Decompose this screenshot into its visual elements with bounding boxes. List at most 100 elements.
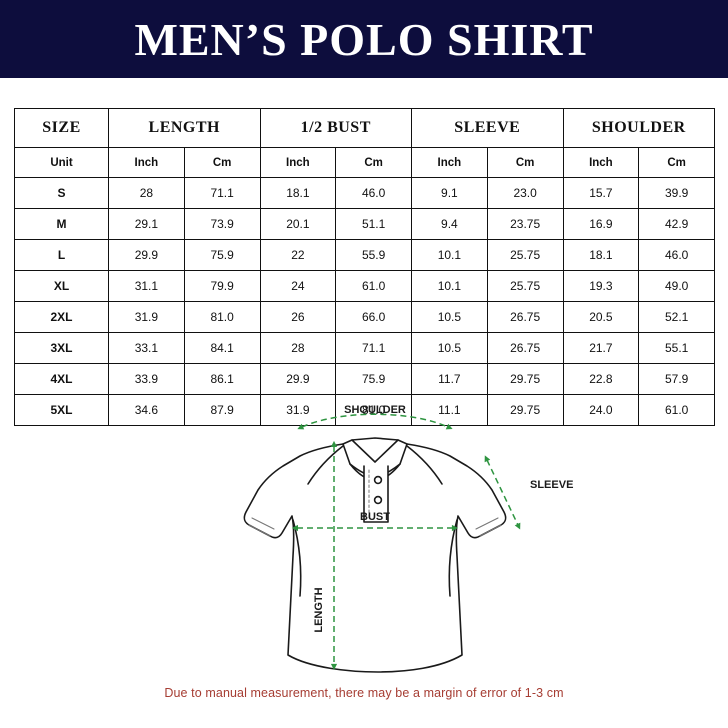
shoulder-measure-arrow [297, 413, 453, 430]
cell-shoulder-cm: 42.9 [638, 208, 716, 240]
unit-length-inch: Inch [108, 147, 185, 178]
cell-size: XL [14, 270, 109, 302]
left-shoulder-seam [307, 445, 344, 485]
column-header-length: LENGTH [108, 108, 261, 148]
cell-sleeve-inch: 10.1 [411, 270, 488, 302]
cell-bust-cm: 81.0 [335, 394, 412, 426]
cell-size: 3XL [14, 332, 109, 364]
cell-bust-cm: 66.0 [335, 301, 412, 333]
cell-size: 4XL [14, 363, 109, 395]
unit-bust-inch: Inch [259, 147, 337, 178]
cell-bust-inch: 20.1 [259, 208, 337, 240]
sleeve-label: SLEEVE [530, 479, 573, 491]
cell-bust-cm: 55.9 [335, 239, 412, 271]
cell-length-cm: 86.1 [183, 363, 261, 395]
cell-bust-cm: 46.0 [335, 177, 412, 209]
table-group-header-row: SIZE LENGTH 1/2 BUST SLEEVE SHOULDER [14, 108, 716, 148]
table-row: M 29.1 73.9 20.1 51.1 9.4 23.75 16.9 42.… [14, 208, 716, 240]
cell-size: L [14, 239, 109, 271]
cell-bust-inch: 28 [259, 332, 337, 364]
unit-length-cm: Cm [183, 147, 261, 178]
table-row: 3XL 33.1 84.1 28 71.1 10.5 26.75 21.7 55… [14, 332, 716, 364]
polo-shirt-measurement-diagram: SHOULDER SLEEVE BUST LENGTH [0, 400, 728, 685]
size-chart-table: SIZE LENGTH 1/2 BUST SLEEVE SHOULDER Uni… [14, 108, 716, 426]
table-row: L 29.9 75.9 22 55.9 10.1 25.75 18.1 46.0 [14, 239, 716, 271]
cell-length-cm: 73.9 [183, 208, 261, 240]
table-row: XL 31.1 79.9 24 61.0 10.1 25.75 19.3 49.… [14, 270, 716, 302]
collar-fold [351, 439, 399, 463]
column-header-half-bust: 1/2 BUST [259, 108, 412, 148]
cell-shoulder-cm: 46.0 [638, 239, 716, 271]
cell-sleeve-inch: 11.7 [411, 363, 488, 395]
cell-length-inch: 29.9 [108, 239, 185, 271]
unit-bust-cm: Cm [335, 147, 412, 178]
bust-label: BUST [360, 511, 390, 523]
cell-sleeve-inch: 10.1 [411, 239, 488, 271]
cell-shoulder-inch: 16.9 [562, 208, 640, 240]
cell-shoulder-cm: 49.0 [638, 270, 716, 302]
cell-sleeve-cm: 29.75 [486, 394, 564, 426]
cell-bust-cm: 61.0 [335, 270, 412, 302]
cell-bust-inch: 24 [259, 270, 337, 302]
cell-sleeve-cm: 23.0 [486, 177, 564, 209]
column-header-sleeve: SLEEVE [411, 108, 564, 148]
cell-sleeve-inch: 9.1 [411, 177, 488, 209]
cell-length-inch: 29.1 [108, 208, 185, 240]
cell-shoulder-cm: 57.9 [638, 363, 716, 395]
measurement-disclaimer: Due to manual measurement, there may be … [164, 686, 564, 700]
cell-sleeve-cm: 26.75 [486, 332, 564, 364]
unit-sleeve-cm: Cm [486, 147, 564, 178]
column-header-size: SIZE [14, 108, 109, 148]
cell-shoulder-inch: 21.7 [562, 332, 640, 364]
shoulder-label: SHOULDER [344, 404, 406, 416]
size-chart-table-wrapper: SIZE LENGTH 1/2 BUST SLEEVE SHOULDER Uni… [14, 108, 716, 426]
cell-sleeve-cm: 26.75 [486, 301, 564, 333]
unit-shoulder-cm: Cm [638, 147, 716, 178]
cell-bust-cm: 51.1 [335, 208, 412, 240]
table-row: 4XL 33.9 86.1 29.9 75.9 11.7 29.75 22.8 … [14, 363, 716, 395]
placket-button-bottom [373, 495, 383, 505]
cell-length-cm: 75.9 [183, 239, 261, 271]
cell-size: M [14, 208, 109, 240]
cell-shoulder-inch: 20.5 [562, 301, 640, 333]
cell-bust-inch: 26 [259, 301, 337, 333]
page-header-banner: MEN’S POLO SHIRT [0, 0, 728, 78]
sleeve-measure-arrow [484, 455, 521, 530]
cell-length-inch: 31.1 [108, 270, 185, 302]
cell-shoulder-cm: 61.0 [638, 394, 716, 426]
table-unit-row: Unit Inch Cm Inch Cm Inch Cm Inch Cm [14, 147, 716, 178]
cell-length-inch: 33.9 [108, 363, 185, 395]
cell-length-cm: 71.1 [183, 177, 261, 209]
cell-shoulder-inch: 24.0 [562, 394, 640, 426]
cell-bust-inch: 29.9 [259, 363, 337, 395]
cell-sleeve-cm: 29.75 [486, 363, 564, 395]
cell-sleeve-inch: 9.4 [411, 208, 488, 240]
cell-shoulder-cm: 52.1 [638, 301, 716, 333]
cell-sleeve-cm: 25.75 [486, 239, 564, 271]
cell-size: 5XL [14, 394, 109, 426]
cell-bust-inch: 18.1 [259, 177, 337, 209]
cell-length-cm: 84.1 [183, 332, 261, 364]
cell-sleeve-inch: 11.1 [411, 394, 488, 426]
cell-length-cm: 81.0 [183, 301, 261, 333]
cell-shoulder-inch: 18.1 [562, 239, 640, 271]
length-label: LENGTH [313, 587, 325, 632]
cell-shoulder-cm: 39.9 [638, 177, 716, 209]
cell-shoulder-cm: 55.1 [638, 332, 716, 364]
right-shoulder-seam [406, 445, 443, 485]
unit-label: Unit [14, 147, 109, 178]
cell-length-inch: 31.9 [108, 301, 185, 333]
left-cuff-stitch [248, 517, 275, 537]
cell-sleeve-cm: 25.75 [486, 270, 564, 302]
table-row: S 28 71.1 18.1 46.0 9.1 23.0 15.7 39.9 [14, 177, 716, 209]
cell-bust-cm: 71.1 [335, 332, 412, 364]
cell-length-cm: 79.9 [183, 270, 261, 302]
placket-button-top [373, 475, 383, 485]
cell-sleeve-inch: 10.5 [411, 301, 488, 333]
unit-sleeve-inch: Inch [411, 147, 488, 178]
page-title: MEN’S POLO SHIRT [134, 13, 594, 65]
cell-bust-inch: 22 [259, 239, 337, 271]
cell-shoulder-inch: 22.8 [562, 363, 640, 395]
polo-shirt-outline [243, 437, 507, 673]
cell-bust-cm: 75.9 [335, 363, 412, 395]
